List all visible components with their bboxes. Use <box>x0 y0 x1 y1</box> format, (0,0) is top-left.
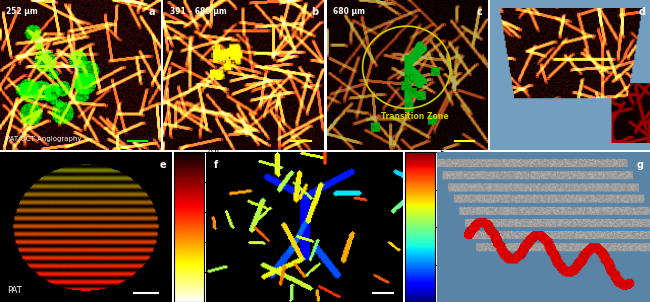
Text: e: e <box>160 160 166 170</box>
Text: d: d <box>638 8 645 18</box>
Text: 391 – 680 μm: 391 – 680 μm <box>170 8 226 17</box>
Text: a: a <box>149 8 155 18</box>
Text: f: f <box>214 160 218 170</box>
Text: g: g <box>636 160 644 170</box>
Text: PAT/OCT Angiography: PAT/OCT Angiography <box>6 136 82 142</box>
Text: c: c <box>476 8 482 18</box>
Text: b: b <box>311 8 318 18</box>
Text: 252 μm: 252 μm <box>6 8 38 17</box>
Text: PAT: PAT <box>7 285 21 294</box>
Text: Transition Zone: Transition Zone <box>381 112 448 121</box>
Text: 680 μm: 680 μm <box>333 8 365 17</box>
